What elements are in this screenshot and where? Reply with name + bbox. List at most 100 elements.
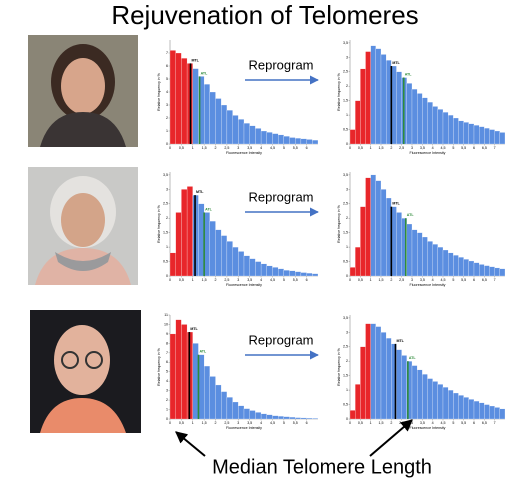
x-tick-label: 2,5 [399,146,404,150]
reprogram-label: Reprogram [248,332,313,347]
bar [427,241,433,277]
x-axis-label: Fluorescence Intensity [410,283,446,287]
y-tick-label: 3 [166,389,168,393]
y-tick-label: 1,5 [343,374,348,378]
x-tick-label: 2,5 [224,278,229,282]
x-tick-label: 3,5 [420,278,425,282]
y-tick-label: 4 [166,379,168,383]
marker-label: MTL [392,202,400,206]
y-axis-label: Relative frequency in % [337,72,341,111]
bar [181,189,188,277]
y-tick-label: 0 [166,142,168,146]
bar [365,323,371,420]
bar [360,346,366,420]
marker-label: MTL [196,190,204,194]
bar [215,229,222,277]
bar [499,132,506,145]
x-tick-label: 0 [169,146,171,150]
y-tick-label: 0,5 [343,260,348,264]
bar [312,139,319,145]
bar [432,244,438,277]
x-tick-label: 3,5 [247,146,252,150]
bar [458,395,464,420]
x-tick-label: 3 [411,146,413,150]
bar [215,98,222,145]
bar [468,399,475,420]
x-tick-label: 1 [370,278,372,282]
x-tick-label: 4 [432,421,434,425]
y-tick-label: 1 [166,245,168,249]
bar [204,365,210,420]
bar [437,109,444,145]
bar [468,123,475,145]
x-tick-label: 1,5 [202,421,207,425]
bar [453,255,459,277]
x-tick-label: 4,5 [441,278,446,282]
y-tick-label: 7 [166,51,168,55]
x-tick-label: 4 [260,421,262,425]
y-tick-label: 0 [346,417,348,421]
bar [355,384,361,420]
y-tick-label: 3,5 [343,173,348,177]
bar [380,332,387,420]
bar [295,271,302,277]
y-tick-label: 2 [346,216,348,220]
bar [463,397,469,420]
x-tick-label: 1,5 [379,278,384,282]
y-tick-label: 5 [166,370,168,374]
bar [312,273,319,277]
bar [458,120,464,145]
bar [266,414,273,420]
y-tick-label: 2,5 [343,202,348,206]
bar [437,384,444,420]
bar [442,387,449,420]
bar [260,263,267,277]
x-tick-label: 0 [349,421,351,425]
reprogram-label: Reprogram [248,57,313,72]
marker-label: MTL [191,58,199,62]
y-tick-label: 3 [166,103,168,107]
bar [463,259,469,277]
y-tick-label: 10 [164,322,168,326]
y-tick-label: 2 [166,216,168,220]
bar [306,417,313,420]
bar [365,177,371,277]
bar [489,129,495,145]
bar [169,333,176,420]
x-tick-label: 3 [237,146,239,150]
bar [169,50,176,145]
x-tick-label: 5,5 [293,278,298,282]
x-tick-label: 1,5 [202,146,207,150]
marker-label: MTL [396,339,404,343]
bar [427,101,433,145]
bar [192,68,199,145]
bar [417,93,423,145]
y-tick-label: 3 [166,187,168,191]
y-tick-label: 3,5 [343,316,348,320]
bar [370,174,376,277]
x-tick-label: 0 [349,278,351,282]
x-tick-label: 7 [494,278,496,282]
bar [243,255,250,277]
bar [175,319,182,420]
bar [186,186,193,277]
bar [181,324,188,420]
x-tick-label: 5 [452,421,454,425]
y-tick-label: 2 [346,84,348,88]
histogram: 0 0,5 1 1,5 2 2,5 3 3,5 0 0,5 1 1,5 2 2,5 3 3,5 4 4,5 5 5,5… [337,172,506,287]
y-axis-label: Relative frequency in % [157,72,161,111]
bar [386,337,392,420]
bar [175,212,182,277]
bar [422,97,428,145]
bar [458,257,464,277]
bar [289,137,296,145]
x-tick-label: 4,5 [441,146,446,150]
bar [380,189,387,277]
y-tick-label: 0,5 [343,128,348,132]
bar [375,48,382,145]
x-tick-label: 3,5 [420,146,425,150]
footer-label: Median Telomere Length [212,456,432,478]
x-tick-label: 0 [169,421,171,425]
bar [266,132,273,145]
x-tick-label: 4,5 [270,421,275,425]
